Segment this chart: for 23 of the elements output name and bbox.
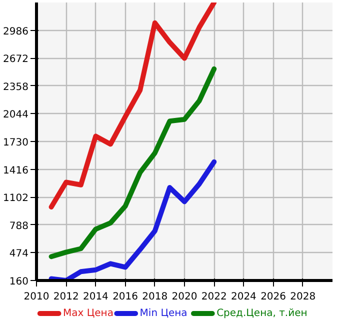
legend-label: Сред.Цена, т.йен	[216, 308, 308, 319]
y-tick-label: 2672	[3, 54, 29, 66]
y-tick-label: 1102	[3, 193, 29, 204]
x-tick-label: 2028	[290, 292, 316, 302]
y-tick-label: 160	[9, 276, 29, 288]
legend-label: Max Цена	[63, 308, 114, 319]
y-tick-label: 1416	[3, 165, 29, 176]
x-tick-label: 2026	[260, 292, 286, 302]
y-tick-label: 2358	[3, 82, 29, 93]
x-tick-label: 2022	[201, 292, 227, 302]
x-tick-label: 2014	[82, 292, 108, 302]
y-tick-label: 1730	[3, 138, 29, 148]
y-tick-label: 474	[9, 248, 29, 260]
x-tick-label: 2010	[24, 292, 50, 302]
legend-label: Min Цена	[140, 308, 188, 319]
y-tick-label: 2044	[3, 110, 29, 121]
x-tick-label: 2016	[112, 292, 138, 302]
y-tick-label: 2986	[3, 26, 29, 38]
x-tick-label: 2024	[230, 292, 256, 302]
x-tick-label: 2020	[172, 292, 198, 302]
y-tick-label: 788	[9, 220, 29, 232]
x-tick-label: 2012	[53, 292, 79, 302]
x-tick-label: 2018	[142, 292, 168, 302]
